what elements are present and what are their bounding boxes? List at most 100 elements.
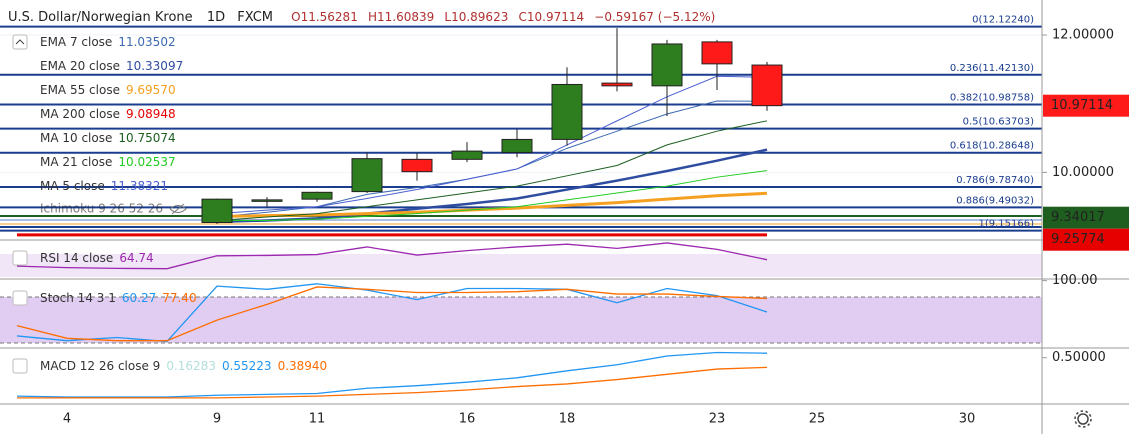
- macd-pane: [16, 351, 768, 399]
- overlay-line: [217, 170, 768, 221]
- indicator-line: [16, 286, 768, 342]
- indicator-line: [17, 366, 768, 399]
- close: C10.97114: [518, 10, 584, 24]
- legend-name: MA 200 close: [40, 107, 120, 121]
- legend-value: 0.55223: [222, 359, 272, 373]
- legend-entry: MA 5 close 11.38321: [40, 179, 168, 193]
- legend-value: 11.03502: [118, 35, 175, 49]
- overlay-line: [216, 100, 768, 218]
- legend-value: 10.75074: [118, 131, 175, 145]
- legend-value: 10.33097: [126, 59, 183, 73]
- y-tick-label: 10.00000: [1052, 165, 1114, 180]
- fib-label: 0.5(10.63703): [963, 117, 1035, 128]
- price-badge: [1043, 94, 1129, 117]
- x-tick-label: 25: [809, 412, 826, 427]
- y-tick-label: 0.50000: [1052, 350, 1106, 365]
- fib-label: 0.786(9.78740): [956, 175, 1034, 186]
- header: U.S. Dollar/Norwegian Krone 1D FXCM O11.…: [8, 10, 715, 25]
- hide-icon[interactable]: [169, 203, 187, 215]
- y-tick-label: 100.00: [1052, 273, 1098, 288]
- price-badge: [1043, 228, 1129, 251]
- stoch-band: [0, 297, 1042, 343]
- candle-body: [651, 43, 683, 87]
- fib-label: 1(9.15166): [978, 219, 1034, 230]
- legend-name: MA 10 close: [40, 131, 112, 145]
- y-tick-label: 12.00000: [1052, 28, 1114, 43]
- overlay-line: [216, 120, 768, 221]
- x-tick-label: 11: [309, 412, 326, 427]
- candle-body: [451, 150, 483, 160]
- legend-name: EMA 55 close: [40, 83, 120, 97]
- legend-value: 64.74: [119, 251, 153, 265]
- legend-name: EMA 7 close: [40, 35, 112, 49]
- overlay-line: [216, 148, 768, 224]
- fib-label: 0(12.12240): [972, 15, 1034, 26]
- settings[interactable]: [1074, 410, 1092, 428]
- legend-entry: MA 21 close 10.02537: [40, 155, 176, 169]
- legend-name: MA 21 close: [40, 155, 112, 169]
- fib-label: 0.886(9.49032): [956, 195, 1034, 206]
- candle-body: [301, 191, 333, 200]
- fib-label: 0.382(10.98758): [950, 93, 1034, 104]
- pane-name: MACD 12 26 close 9: [40, 359, 160, 373]
- legend-value: 11.38321: [111, 179, 168, 193]
- change: −0.59167 (−5.12%): [594, 10, 715, 24]
- indicator-line: [16, 283, 768, 343]
- overlay-line: [216, 75, 768, 215]
- candle-body: [751, 64, 783, 107]
- price-badge-label: 9.25774: [1051, 232, 1105, 247]
- legend-value: 77.40: [162, 291, 196, 305]
- pane-name: RSI 14 close: [40, 251, 113, 265]
- legend-value: 9.69570: [126, 83, 176, 97]
- pane-name: Stoch 14 3 1: [40, 291, 116, 305]
- pane-collapse[interactable]: [12, 358, 28, 374]
- x-tick-label: 16: [459, 412, 476, 427]
- candle-body: [601, 82, 633, 87]
- candle-body: [251, 199, 283, 202]
- legend-entry: MA 10 close 10.75074: [40, 131, 176, 145]
- stoch-pane: [16, 283, 768, 343]
- rsi-band: [0, 254, 1042, 277]
- legend-name: MA 5 close: [40, 179, 105, 193]
- candle-body: [401, 158, 433, 173]
- candle-body: [201, 198, 233, 224]
- legend-value: 10.02537: [118, 155, 175, 169]
- legend-entry: EMA 20 close 10.33097: [40, 59, 183, 73]
- x-tick-label: 4: [63, 412, 71, 427]
- candle-body: [551, 83, 583, 140]
- legend-value: 0.38940: [278, 359, 328, 373]
- price-badge: [1043, 206, 1129, 229]
- rsi-pane: [16, 242, 768, 270]
- collapse-button[interactable]: [12, 34, 28, 50]
- legend-entry: MA 200 close 9.08948: [40, 107, 176, 121]
- candle-body: [501, 138, 533, 153]
- legend-value: 60.27: [122, 291, 156, 305]
- pane-legend: RSI 14 close 64.74: [40, 251, 154, 265]
- ichimoku-legend: Ichimoku 9 26 52 26: [40, 202, 163, 216]
- legend-value: 9.08948: [126, 107, 176, 121]
- price-badge-label: 10.97114: [1051, 98, 1113, 113]
- pane-collapse[interactable]: [12, 250, 28, 266]
- legend-entry: EMA 55 close 9.69570: [40, 83, 176, 97]
- low: L10.89623: [444, 10, 508, 24]
- symbol-title: U.S. Dollar/Norwegian Krone: [8, 10, 193, 25]
- open: O11.56281: [291, 10, 358, 24]
- indicator-line: [16, 351, 768, 398]
- pane-legend: MACD 12 26 close 9 0.16283 0.55223 0.38940: [40, 359, 327, 373]
- pane-legend: Stoch 14 3 1 60.27 77.40: [40, 291, 197, 305]
- x-tick-label: 18: [559, 412, 576, 427]
- price-badge-label: 9.34017: [1051, 210, 1105, 225]
- interval: 1D: [207, 10, 225, 25]
- candle-body: [351, 158, 383, 193]
- legend-name: EMA 20 close: [40, 59, 120, 73]
- overlay-line: [216, 191, 768, 218]
- pane-collapse[interactable]: [12, 290, 28, 306]
- cloud-lines: [0, 215, 1042, 228]
- candle-body: [701, 41, 733, 65]
- main-pane: 0(12.12240) 0.236(11.42130) 0.382(10.98758…: [0, 15, 1042, 237]
- legend-entry: EMA 7 close 11.03502: [40, 35, 176, 49]
- overlay-layer: 4 9 11 16 18 23 25 30 12.00000 10.00000 EMA 7 clos…: [12, 28, 1129, 427]
- collapse-icon: [15, 39, 25, 45]
